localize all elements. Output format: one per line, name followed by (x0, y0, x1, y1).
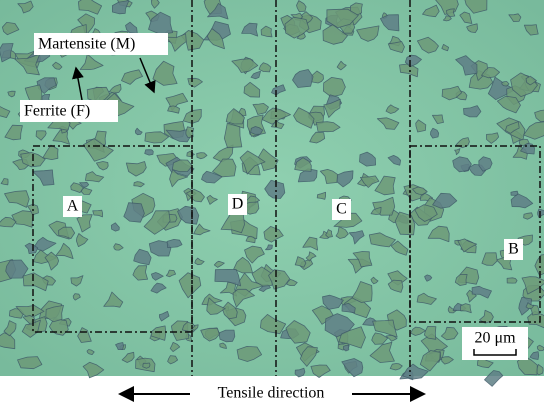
martensite-grain (143, 363, 150, 368)
figure: Martensite (M) Ferrite (F) A D C B 20 μm… (0, 0, 544, 403)
martensite-label: Martensite (M) (38, 36, 135, 53)
martensite-grain (507, 278, 517, 283)
region-label: A (67, 198, 79, 215)
region-label: D (232, 196, 244, 213)
ferrite-label: Ferrite (F) (24, 103, 90, 120)
martensite-grain (172, 160, 192, 172)
martensite-grain (224, 123, 242, 148)
martensite-grain (343, 345, 349, 351)
martensite-grain (511, 191, 518, 195)
martensite-grain (145, 150, 154, 155)
page: Martensite (M) Ferrite (F) A D C B 20 μm… (0, 0, 544, 403)
region-label: B (508, 241, 519, 258)
scale-bar-label: 20 μm (474, 330, 516, 347)
region-label: C (336, 201, 347, 218)
martensite-grain (219, 330, 235, 342)
caption: Tensile direction (218, 385, 325, 402)
